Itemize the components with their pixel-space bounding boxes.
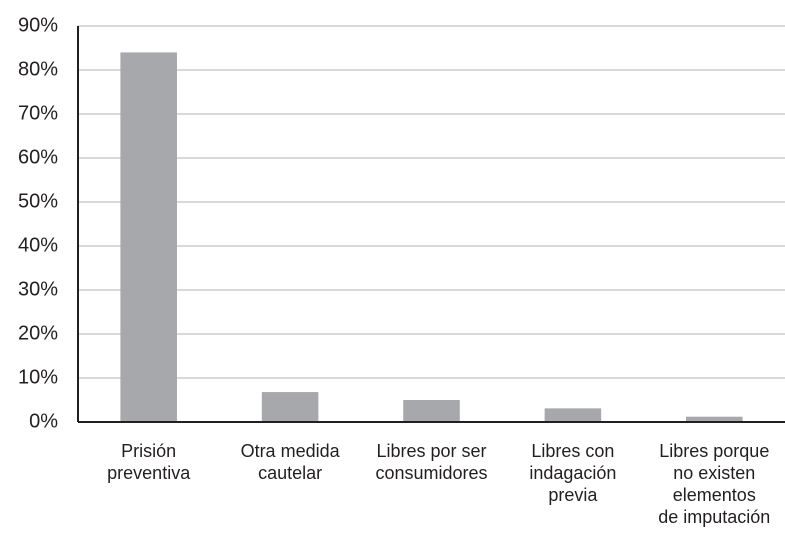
- y-tick-label: 20%: [18, 322, 58, 344]
- x-tick-label: previa: [548, 485, 598, 505]
- x-tick-label: preventiva: [107, 463, 191, 483]
- x-tick-label: elementos: [673, 485, 756, 505]
- bar: [686, 416, 743, 422]
- bar: [544, 408, 602, 422]
- y-tick-label: 40%: [18, 234, 58, 256]
- bar: [120, 52, 177, 423]
- x-tick-label: Libres por ser: [376, 441, 486, 461]
- x-tick-label: indagación: [529, 463, 616, 483]
- x-tick-label: Libres con: [531, 441, 614, 461]
- x-tick-label: no existen: [673, 463, 755, 483]
- y-tick-label: 70%: [18, 102, 58, 124]
- x-tick-label: Prisión: [121, 441, 176, 461]
- bar: [403, 400, 460, 422]
- x-tick-label: Libres porque: [659, 441, 769, 461]
- y-tick-label: 10%: [18, 366, 58, 388]
- y-tick-label: 60%: [18, 146, 58, 168]
- y-tick-label: 80%: [18, 58, 58, 80]
- y-tick-label: 50%: [18, 190, 58, 212]
- y-tick-label: 90%: [18, 14, 58, 36]
- x-tick-label: cautelar: [258, 463, 322, 483]
- bar: [261, 392, 319, 422]
- y-tick-label: 30%: [18, 278, 58, 300]
- x-tick-label: consumidores: [375, 463, 487, 483]
- y-tick-label: 0%: [29, 410, 58, 432]
- x-tick-label: Otra medida: [241, 441, 341, 461]
- x-tick-label: de imputación: [658, 507, 770, 527]
